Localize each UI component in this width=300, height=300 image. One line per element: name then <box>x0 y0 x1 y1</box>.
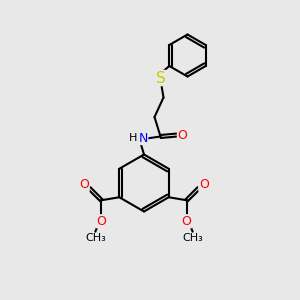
Text: N: N <box>138 131 148 145</box>
Text: H: H <box>129 133 137 143</box>
Text: CH₃: CH₃ <box>182 233 203 243</box>
Text: O: O <box>182 215 192 228</box>
Text: O: O <box>178 128 187 142</box>
Text: O: O <box>199 178 209 191</box>
Text: O: O <box>79 178 89 191</box>
Text: O: O <box>96 215 106 228</box>
Text: S: S <box>156 70 165 86</box>
Text: CH₃: CH₃ <box>85 233 106 243</box>
